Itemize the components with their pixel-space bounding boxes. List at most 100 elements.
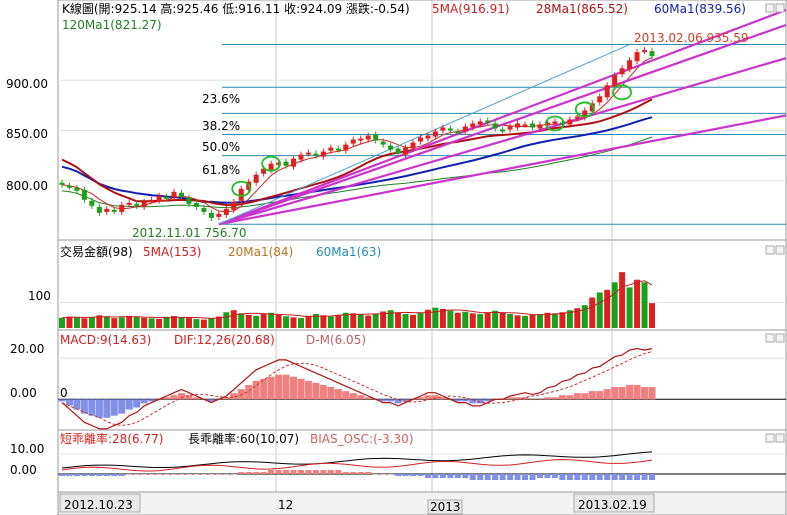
volume-bar [380, 311, 387, 328]
bias-osc-bar [193, 474, 200, 475]
macd-layer [58, 347, 786, 430]
volume-bar [589, 297, 596, 328]
bias-osc-bar [432, 474, 439, 478]
volume-bar [260, 314, 267, 328]
macd-bar [58, 399, 66, 402]
volume-bar [529, 314, 536, 328]
macd-bar [163, 397, 171, 400]
macd-bar [648, 387, 656, 400]
volume-bar [163, 316, 170, 328]
macd-bar [349, 393, 357, 400]
bias-restore-icon[interactable] [765, 433, 775, 443]
macd-bar [596, 391, 604, 400]
bias-osc-bar [327, 470, 334, 474]
bias-osc-bar [297, 470, 304, 474]
macd-bar [603, 389, 611, 400]
candle-body [365, 135, 371, 140]
macd-bar [566, 395, 574, 400]
bias-close-icon[interactable] [775, 433, 785, 443]
volume-bar [395, 312, 402, 328]
bias-osc-bar [215, 474, 222, 475]
bias-osc-bar [171, 474, 178, 475]
macd-bar [551, 397, 559, 400]
macd-bar [177, 393, 185, 400]
volume-bar [611, 282, 618, 328]
volume-bar [649, 303, 655, 328]
bias-osc-bar [596, 474, 603, 480]
candle-body [134, 203, 140, 206]
candle-body [515, 123, 521, 128]
bias-osc-bar [402, 474, 409, 476]
macd-bar [304, 380, 312, 400]
bias-osc-bar [118, 474, 125, 476]
bias-osc-bar [290, 470, 297, 474]
bias-osc-bar [611, 474, 618, 480]
candle-body [268, 163, 274, 170]
volume-ma60: 60Ma1(63) [316, 245, 381, 259]
time-gridlines [275, 0, 613, 492]
bias-short-line [61, 459, 653, 472]
volume-bar [156, 318, 163, 328]
candle-body [305, 152, 311, 155]
y-tick-macd-20: 20.00 [10, 342, 44, 356]
macd-bar [133, 399, 141, 408]
bias-osc-bar [260, 472, 267, 474]
candle-body [604, 85, 610, 98]
bias-osc-bar [395, 474, 402, 476]
price-restore-icon[interactable] [765, 3, 775, 13]
x-tick-2013: 2013 [430, 500, 461, 514]
bias-osc-bar [417, 474, 424, 476]
bias-osc-bar [111, 474, 118, 476]
macd-restore-icon[interactable] [765, 333, 775, 343]
panel-frames [57, 0, 787, 493]
candle-body [373, 134, 379, 141]
candle-body [59, 182, 65, 185]
bias-osc-bar [462, 474, 469, 478]
price-close-icon[interactable] [775, 3, 785, 13]
macd-bar [529, 399, 537, 400]
volume-bar [417, 312, 424, 328]
macd-bar [454, 399, 462, 402]
ma120-line [61, 136, 653, 209]
macd-bar [110, 399, 118, 416]
volume-bar [148, 318, 155, 328]
volume-bar [357, 314, 364, 328]
volume-bar [327, 316, 334, 328]
volume-bar [492, 310, 499, 328]
bias-osc-bar [335, 470, 342, 474]
bias-osc-bar [342, 472, 349, 474]
volume-bar [208, 317, 215, 328]
volume-bar [581, 305, 588, 328]
volume-bar [66, 316, 73, 328]
bias-osc-bar [365, 472, 372, 474]
macd-header: MACD:9(14.63) [60, 333, 151, 347]
bias-osc-bar [536, 474, 543, 478]
volume-bar [320, 315, 327, 328]
bias-osc-bar [634, 474, 641, 480]
volume-bar [59, 317, 65, 328]
volume-ma5: 5MA(153) [143, 245, 201, 259]
candle-body [276, 162, 282, 165]
bias-osc-bar [59, 474, 65, 476]
trendline-3 [218, 114, 787, 226]
candle-body [537, 124, 543, 129]
volume-bar [462, 311, 469, 328]
bias-osc-bar [200, 474, 207, 475]
candle-body [328, 147, 334, 151]
macd-bar [364, 397, 372, 400]
volume-restore-icon[interactable] [765, 245, 775, 255]
volume-bar [402, 314, 409, 328]
bias-osc-bar [507, 474, 514, 480]
candle-body [111, 209, 117, 212]
ma120-header: 120Ma1(821.27) [62, 18, 162, 32]
candle-body [96, 206, 102, 213]
bias-osc-bar [619, 474, 626, 480]
panel-control-icons[interactable] [765, 3, 785, 443]
ma60-header: 60Ma1(839.56) [654, 2, 746, 16]
volume-close-icon[interactable] [775, 245, 785, 255]
volume-bar [365, 315, 372, 328]
macd-bar [506, 397, 514, 400]
volume-bar [171, 316, 178, 328]
candle-body [477, 121, 483, 125]
macd-close-icon[interactable] [775, 333, 785, 343]
